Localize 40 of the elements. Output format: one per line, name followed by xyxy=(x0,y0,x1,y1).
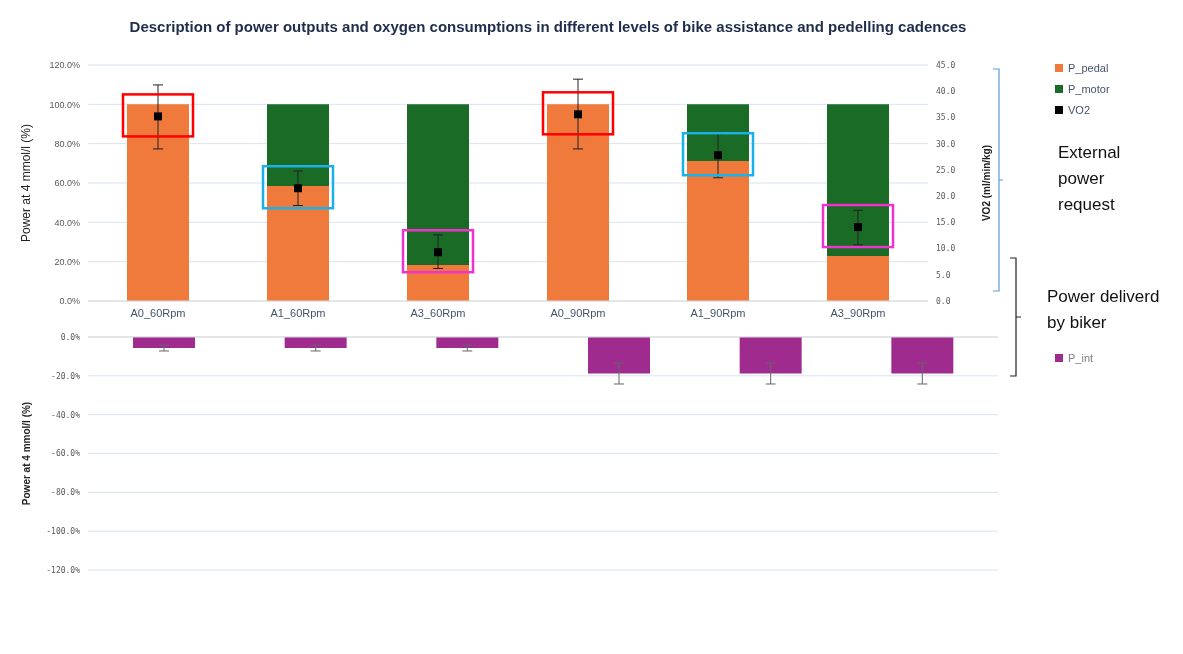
y-tick-label: -100.0% xyxy=(46,527,81,537)
y-axis-title: Power at 4 mmol/l (%) xyxy=(20,401,32,506)
y2-tick-label: 30.0 xyxy=(936,139,956,149)
y-axis-title: Power at 4 mmol/l (%) xyxy=(19,123,34,243)
legend-label: VO2 xyxy=(1068,103,1091,116)
legend-label: P_int xyxy=(1068,351,1094,364)
y-tick-label: 0.0% xyxy=(59,296,80,307)
y-tick-label: 40.0% xyxy=(54,217,80,228)
y-tick-label: 0.0% xyxy=(60,332,81,342)
y-tick-label: -120.0% xyxy=(46,565,81,575)
x-tick-label: A3_90Rpm xyxy=(830,306,886,319)
legend-label: P_pedal xyxy=(1068,61,1109,74)
y-tick-label: 100.0% xyxy=(49,99,80,110)
y2-tick-label: 0.0 xyxy=(936,296,951,306)
y-tick-label: 120.0% xyxy=(49,60,80,71)
x-tick-label: A1_90Rpm xyxy=(690,306,746,319)
y-tick-label: 20.0% xyxy=(54,256,80,267)
x-tick-label: A1_60Rpm xyxy=(270,306,326,319)
y-tick-label: 60.0% xyxy=(54,178,80,189)
y2-tick-label: 20.0 xyxy=(936,191,956,201)
y2-tick-label: 5.0 xyxy=(936,270,951,280)
y-tick-label: -80.0% xyxy=(51,488,81,498)
y2-tick-label: 15.0 xyxy=(936,218,956,228)
text: Power deliverd by biker xyxy=(1047,286,1161,334)
y2-tick-label: 35.0 xyxy=(936,113,956,123)
x-tick-label: A3_60Rpm xyxy=(410,306,466,319)
y-tick-label: -60.0% xyxy=(51,449,81,459)
legend-label: P_motor xyxy=(1068,82,1110,95)
y2-tick-label: 25.0 xyxy=(936,165,956,175)
x-tick-label: A0_60Rpm xyxy=(130,306,186,319)
y2-tick-label: 10.0 xyxy=(936,244,956,254)
y-tick-label: -40.0% xyxy=(51,410,81,420)
x-tick-label: A0_90Rpm xyxy=(550,306,606,319)
y2-axis-title: VO2 (ml/min/kg) xyxy=(980,144,992,222)
y-tick-label: -20.0% xyxy=(51,371,81,381)
y-tick-label: 80.0% xyxy=(54,138,80,149)
y2-tick-label: 40.0 xyxy=(936,87,956,97)
y2-tick-label: 45.0 xyxy=(936,60,956,70)
chart-title: Description of power outputs and oxygen consumptions in different levels of bike assistance and pedelling cadences xyxy=(128,18,968,35)
text: External power request xyxy=(1058,142,1122,216)
